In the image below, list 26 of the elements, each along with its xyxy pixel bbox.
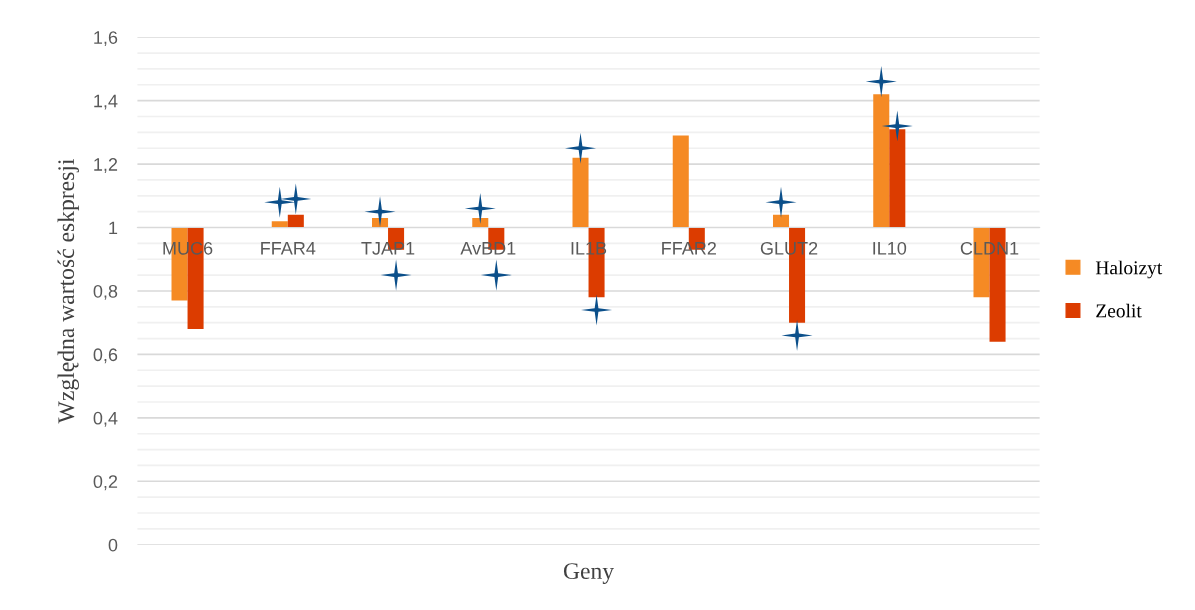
y-axis-title: Względna wartość eskpresji bbox=[57, 158, 79, 424]
y-tick-label: 0,4 bbox=[93, 411, 118, 427]
bar bbox=[271, 221, 288, 228]
bar bbox=[287, 214, 304, 228]
bar bbox=[873, 94, 890, 228]
x-tick-label: AvBD1 bbox=[460, 242, 516, 255]
y-tick-label: 0,2 bbox=[93, 475, 118, 491]
x-tick-label: FFAR4 bbox=[261, 242, 316, 255]
bar bbox=[772, 214, 790, 228]
y-tick-label: 0 bbox=[108, 538, 118, 552]
y-tick-label: 0,8 bbox=[93, 284, 118, 300]
legend-label: Zeolit bbox=[1096, 303, 1142, 318]
bar bbox=[672, 135, 689, 228]
x-tick-label: TJAP1 bbox=[361, 242, 415, 255]
bar bbox=[572, 157, 589, 228]
x-tick-label: IL10 bbox=[873, 241, 907, 255]
y-tick-label: 1 bbox=[109, 221, 118, 235]
y-tick-label: 0,6 bbox=[93, 348, 118, 364]
x-tick-label: FFAR2 bbox=[662, 241, 716, 255]
legend-label: Haloizyt bbox=[1095, 260, 1163, 279]
x-axis-title: Geny bbox=[563, 563, 615, 584]
bar bbox=[889, 129, 906, 228]
y-tick-label: 1,2 bbox=[94, 158, 118, 173]
bar bbox=[472, 218, 489, 228]
y-tick-label: 1,4 bbox=[94, 94, 118, 110]
y-tick-label: 1,6 bbox=[94, 31, 118, 47]
